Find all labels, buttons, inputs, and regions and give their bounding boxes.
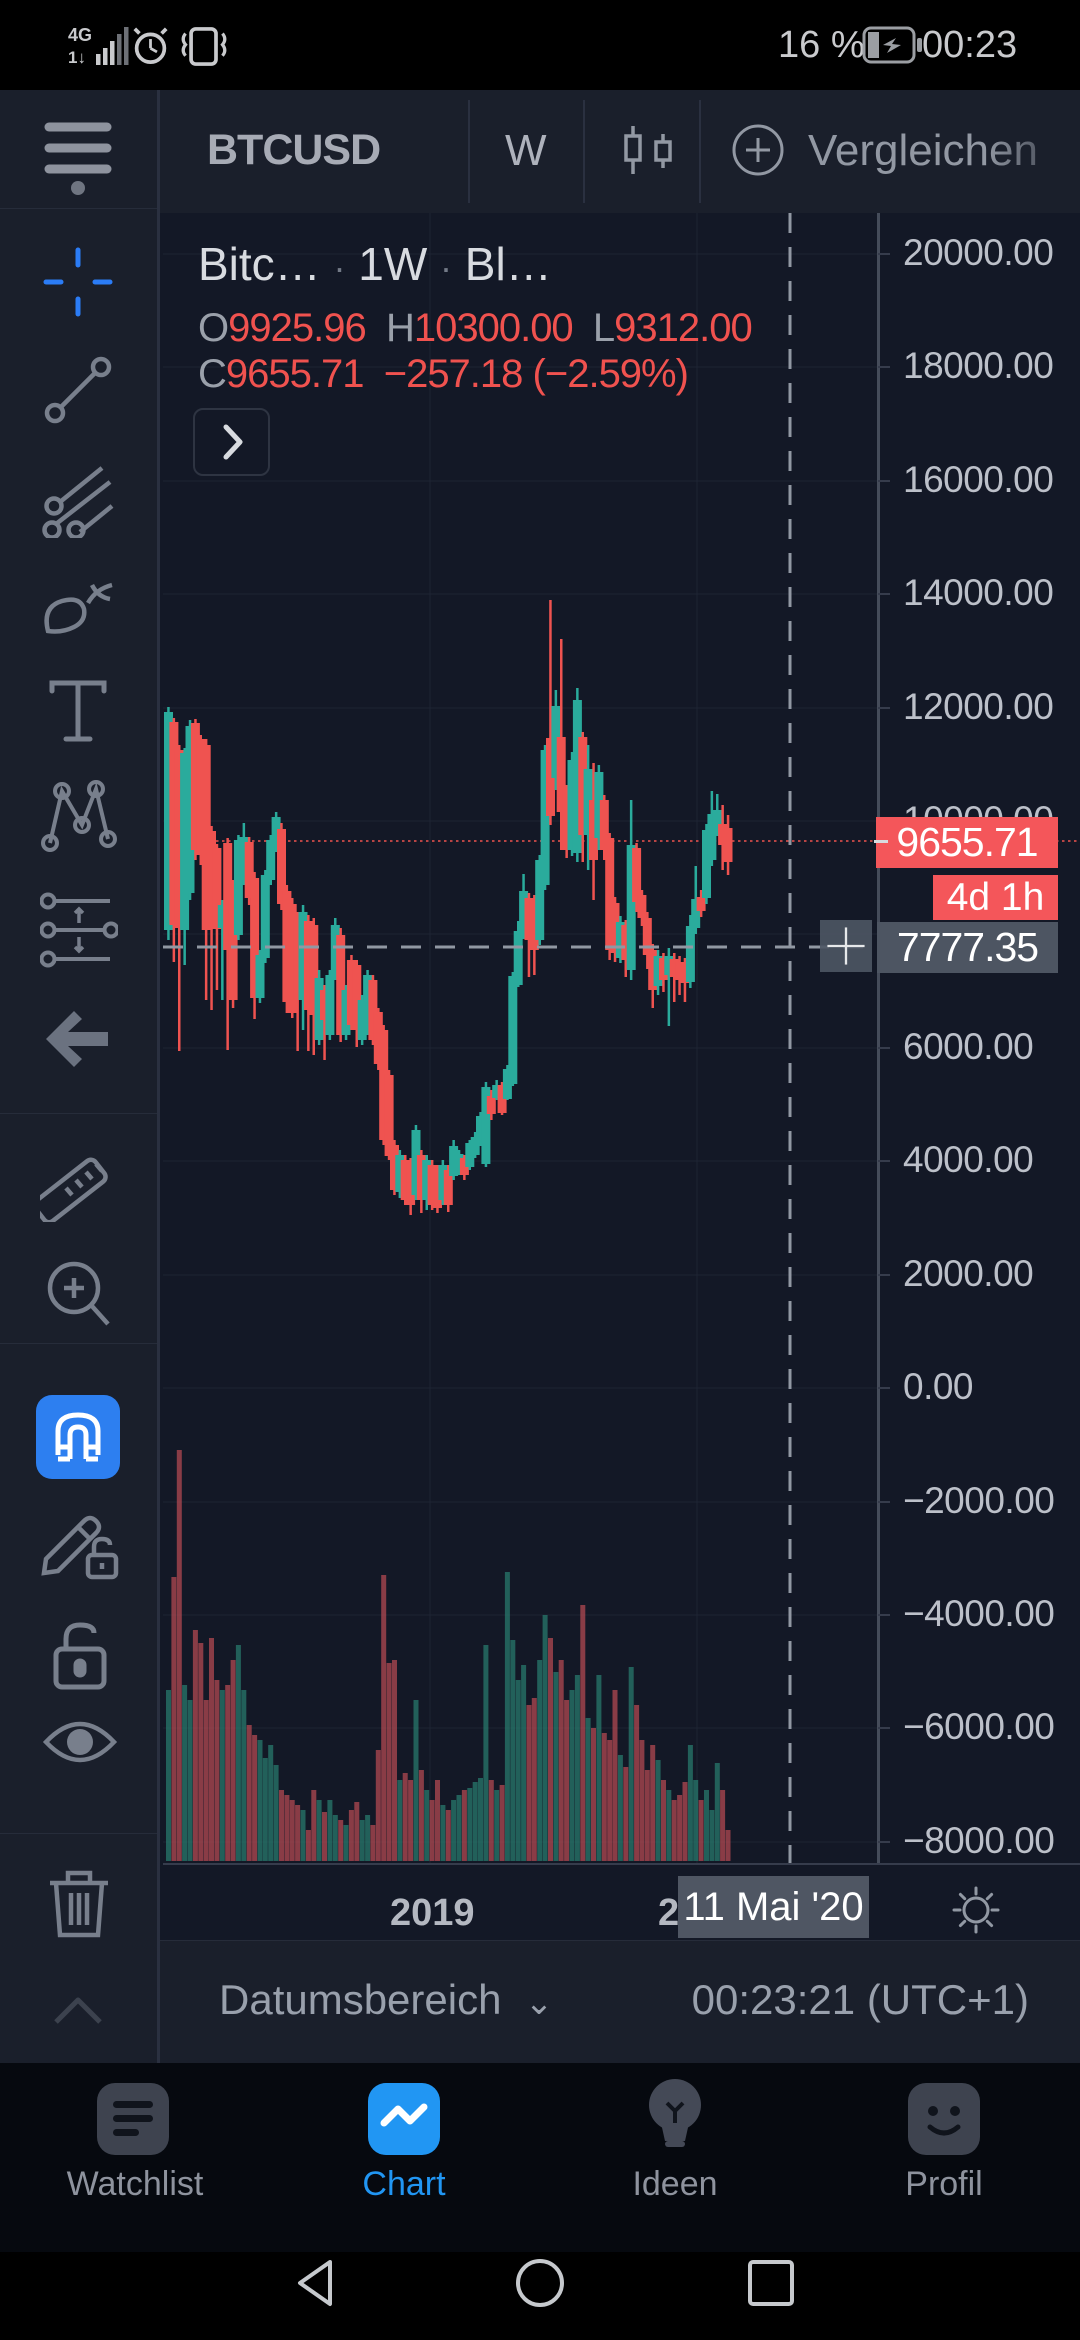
svg-text:1↓: 1↓ xyxy=(68,48,86,67)
svg-text:4G: 4G xyxy=(68,25,92,45)
